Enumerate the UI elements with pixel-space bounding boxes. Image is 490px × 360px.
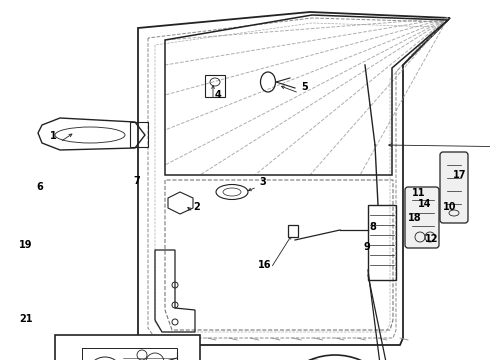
Text: 16: 16 [258,260,272,270]
Text: 6: 6 [37,183,44,193]
Text: 12: 12 [425,234,439,244]
Text: 19: 19 [19,240,33,250]
Text: 9: 9 [364,242,370,252]
Bar [288,225,298,237]
Text: 17: 17 [453,170,467,180]
Text: 4: 4 [215,90,221,100]
Text: 7: 7 [134,176,140,186]
Text: 10: 10 [443,202,457,212]
Bar [82,348,177,360]
FancyBboxPatch shape [405,187,439,248]
Text: 11: 11 [412,188,426,198]
Text: 8: 8 [369,221,376,231]
Text: 21: 21 [19,314,33,324]
Text: 18: 18 [408,213,422,223]
Text: 1: 1 [49,131,56,141]
Text: 2: 2 [194,202,200,212]
Bar [368,205,396,280]
Bar [205,75,225,97]
Text: 5: 5 [302,82,308,92]
Text: 14: 14 [418,199,432,209]
Text: 3: 3 [260,177,267,187]
Bar [55,335,200,360]
FancyBboxPatch shape [440,152,468,223]
Bar [130,122,148,147]
